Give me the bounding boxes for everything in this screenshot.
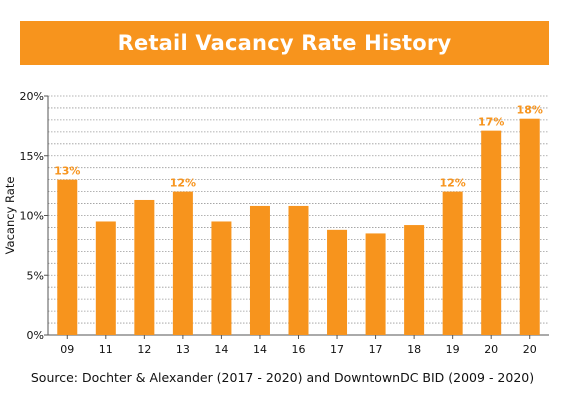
y-tick-label: 15% xyxy=(20,150,44,163)
x-tick-label: 14 xyxy=(253,343,267,356)
bar xyxy=(519,118,540,335)
bar xyxy=(288,205,309,335)
y-tick-label: 5% xyxy=(27,269,44,282)
bar xyxy=(57,179,78,335)
y-tick-label: 20% xyxy=(20,90,44,103)
bar xyxy=(95,221,116,335)
bar xyxy=(327,229,348,335)
x-tick-label: 11 xyxy=(99,343,113,356)
x-tick-label: 13 xyxy=(176,343,190,356)
chart-title: Retail Vacancy Rate History xyxy=(117,31,452,55)
bar xyxy=(404,225,425,335)
x-tick-label: 19 xyxy=(446,343,460,356)
x-tick-label: 20 xyxy=(523,343,537,356)
chart-title-banner: Retail Vacancy Rate History xyxy=(20,21,549,65)
data-label: 17% xyxy=(478,116,504,129)
x-tick-label: 09 xyxy=(60,343,74,356)
x-tick-label: 17 xyxy=(330,343,344,356)
bar xyxy=(172,191,193,335)
x-tick-label: 18 xyxy=(407,343,421,356)
source-note: Source: Dochter & Alexander (2017 - 2020… xyxy=(30,370,535,385)
data-label: 13% xyxy=(54,165,80,178)
data-label: 12% xyxy=(439,177,465,190)
y-tick-label: 0% xyxy=(27,329,44,342)
x-tick-label: 20 xyxy=(484,343,498,356)
data-label: 18% xyxy=(517,104,543,117)
x-tick-label: 14 xyxy=(214,343,228,356)
x-tick-label: 12 xyxy=(137,343,151,356)
bar xyxy=(442,191,463,335)
bar xyxy=(134,199,155,335)
x-tick-label: 17 xyxy=(369,343,383,356)
x-tick-label: 16 xyxy=(292,343,306,356)
bar xyxy=(211,221,232,335)
data-label: 12% xyxy=(170,177,196,190)
y-tick-label: 10% xyxy=(20,210,44,223)
bar xyxy=(365,233,386,335)
y-axis-label: Vacancy Rate xyxy=(3,177,17,255)
bar xyxy=(249,205,270,335)
bar xyxy=(481,130,502,335)
